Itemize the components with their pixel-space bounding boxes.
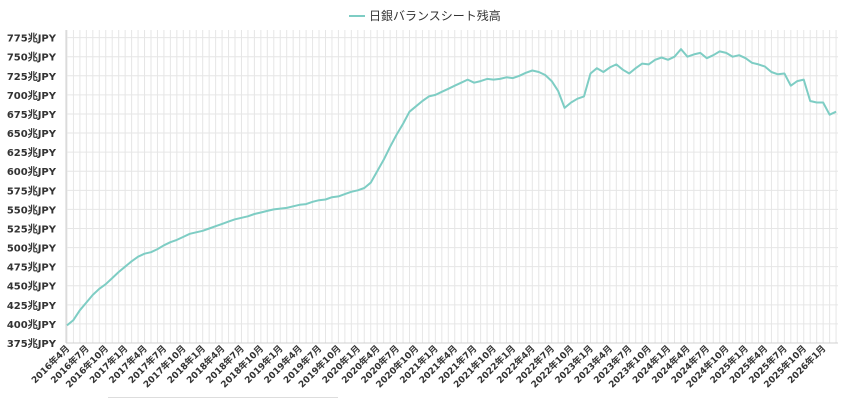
grid bbox=[65, 30, 838, 344]
scrollbar-hint bbox=[108, 397, 338, 404]
y-tick-label: 450兆JPY bbox=[7, 280, 57, 293]
y-tick-label: 550兆JPY bbox=[7, 203, 57, 216]
y-tick-label: 500兆JPY bbox=[7, 242, 57, 255]
series-line bbox=[66, 48, 837, 327]
y-tick-label: 725兆JPY bbox=[7, 70, 57, 83]
y-tick-label: 475兆JPY bbox=[7, 261, 57, 274]
y-tick-label: 625兆JPY bbox=[7, 146, 57, 159]
y-tick-label: 650兆JPY bbox=[7, 127, 57, 140]
plot-area bbox=[66, 48, 837, 327]
legend-label: 日銀バランスシート残高 bbox=[369, 8, 501, 23]
y-tick-label: 525兆JPY bbox=[7, 222, 57, 235]
y-tick-label: 775兆JPY bbox=[7, 32, 57, 45]
legend[interactable]: 日銀バランスシート残高 bbox=[349, 8, 501, 23]
y-axis: 375兆JPY 400兆JPY 425兆JPY 450兆JPY 475兆JPY 500兆J… bbox=[7, 32, 57, 350]
y-tick-label: 575兆JPY bbox=[7, 184, 57, 197]
y-tick-label: 600兆JPY bbox=[7, 165, 57, 178]
y-tick-label: 400兆JPY bbox=[7, 318, 57, 331]
x-axis: 2016年4月2016年7月2016年10月2017年1月2017年4月2017… bbox=[29, 343, 829, 391]
y-tick-label: 425兆JPY bbox=[7, 299, 57, 312]
y-tick-label: 375兆JPY bbox=[7, 337, 57, 350]
y-tick-label: 675兆JPY bbox=[7, 108, 57, 121]
y-tick-label: 700兆JPY bbox=[7, 89, 57, 102]
y-tick-label: 750兆JPY bbox=[7, 51, 57, 64]
